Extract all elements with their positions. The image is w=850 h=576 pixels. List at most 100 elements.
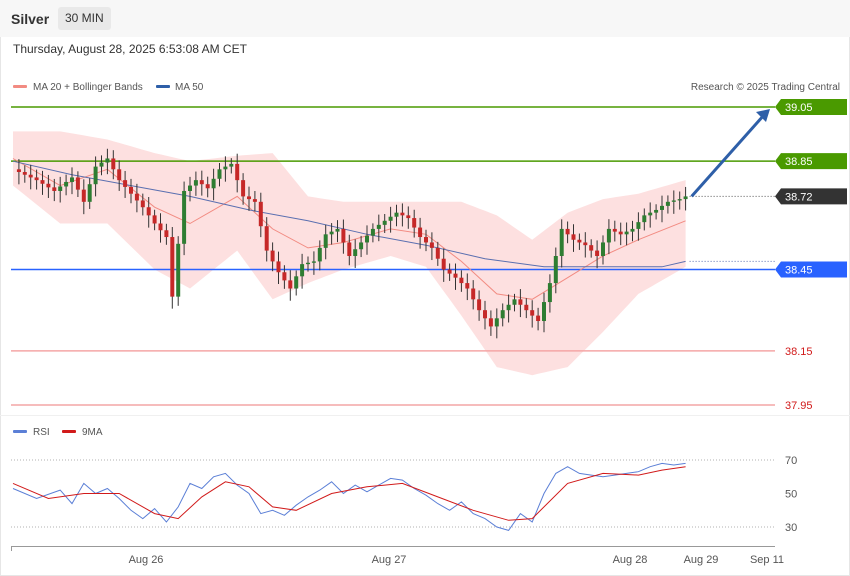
time-axis-line	[11, 546, 775, 547]
candle-body	[435, 247, 440, 259]
x-tick-label: Aug 29	[684, 554, 719, 566]
support-level-tag	[775, 261, 847, 278]
candle-body	[577, 239, 582, 243]
candle-body	[636, 222, 641, 229]
candle-body	[123, 180, 128, 187]
candle-body	[483, 310, 487, 319]
candle-body	[99, 162, 104, 167]
candle-body	[547, 283, 552, 303]
current-level-label: 38.72	[785, 191, 813, 203]
rsi-y-tick-label: 30	[785, 522, 797, 534]
candle-body	[394, 212, 399, 217]
resistance-level-tag	[775, 153, 847, 170]
ma50-legend-swatch	[156, 85, 170, 88]
candle-body	[624, 231, 629, 235]
forecast-arrow-head	[756, 109, 770, 122]
candle-body	[34, 177, 39, 181]
rsi-ma-legend-swatch	[62, 430, 76, 433]
candle-body	[229, 163, 234, 167]
candle-body	[665, 201, 670, 206]
candle-body	[323, 234, 328, 248]
candle-body	[81, 189, 86, 202]
candle-body	[424, 237, 428, 243]
ma50-legend-label: MA 50	[175, 82, 204, 93]
candle-body	[93, 166, 98, 185]
candle-body	[660, 205, 664, 210]
candle-body	[447, 269, 452, 274]
candle-body	[75, 177, 80, 190]
ma20-legend-label: MA 20 + Bollinger Bands	[33, 82, 143, 93]
candle-body	[488, 318, 493, 327]
candle-body	[282, 272, 287, 281]
candle-body	[58, 186, 63, 191]
candle-body	[565, 228, 570, 235]
candle-body	[648, 212, 653, 216]
candle-body	[211, 178, 216, 189]
candle-body	[359, 242, 364, 250]
candle-body	[311, 261, 316, 263]
timeframe-selector[interactable]: 30 MIN	[58, 7, 111, 30]
candle-body	[494, 318, 499, 327]
candle-body	[16, 169, 21, 173]
candle-body	[589, 245, 594, 251]
candle-body	[152, 215, 157, 224]
candle-body	[252, 199, 257, 202]
candle-body	[477, 299, 482, 311]
resistance-level-label: 38.85	[785, 156, 813, 168]
time-axis: Aug 26 Aug 27 Aug 28 Aug 29 Sep 11	[11, 546, 784, 566]
candle-body	[441, 258, 446, 270]
candle-body	[500, 310, 505, 319]
candle-body	[193, 180, 198, 186]
candle-body	[388, 216, 393, 221]
rsi-legend-swatch	[13, 430, 27, 433]
rsi-line	[12, 462, 686, 531]
current-level-tag	[775, 188, 847, 205]
resistance-level-label: 39.05	[785, 102, 813, 114]
chart-header: Silver 30 MIN	[0, 0, 850, 37]
rsi-ma-legend-label: 9MA	[82, 427, 103, 438]
candle-body	[595, 250, 600, 256]
candle-body	[418, 227, 423, 238]
candle-body	[258, 201, 263, 227]
rsi-panel: 70 50 30	[11, 455, 797, 534]
candle-body	[512, 299, 517, 305]
candle-body	[300, 264, 305, 277]
candle-body	[459, 277, 464, 284]
candle-body	[353, 249, 358, 256]
candle-body	[170, 237, 175, 297]
instrument-title: Silver	[11, 11, 50, 27]
candle-body	[536, 315, 541, 322]
candle-body	[335, 228, 340, 232]
candle-body	[276, 261, 281, 273]
chart-datetime: Thursday, August 28, 2025 6:53:08 AM CET	[13, 42, 247, 56]
candle-body	[553, 256, 558, 284]
x-tick-label: Aug 27	[372, 554, 407, 566]
forecast-arrow-line	[690, 114, 766, 198]
ma20-legend-swatch	[13, 85, 27, 88]
candle-body	[264, 226, 269, 251]
candle-body	[677, 199, 682, 201]
candle-body	[223, 166, 228, 170]
candle-body	[70, 177, 74, 182]
candle-body	[28, 174, 33, 178]
candle-body	[317, 247, 322, 262]
support-level-label: 38.45	[785, 265, 813, 277]
candle-body	[583, 242, 588, 246]
candle-body	[382, 220, 387, 225]
candle-body	[370, 228, 375, 236]
candle-body	[606, 228, 611, 243]
candle-body	[365, 235, 369, 243]
candle-body	[182, 190, 187, 244]
candle-body	[158, 223, 163, 231]
resistance-level-tag	[775, 99, 847, 115]
candle-body	[559, 228, 564, 256]
candle-body	[412, 218, 417, 228]
candle-body	[87, 184, 92, 202]
x-tick-label: Sep 11	[750, 554, 784, 566]
rsi-y-tick-label: 50	[785, 489, 797, 501]
candle-body	[46, 183, 51, 188]
candle-body	[429, 242, 434, 248]
candle-body	[176, 243, 181, 297]
research-credit: Research © 2025 Trading Central	[691, 82, 840, 93]
